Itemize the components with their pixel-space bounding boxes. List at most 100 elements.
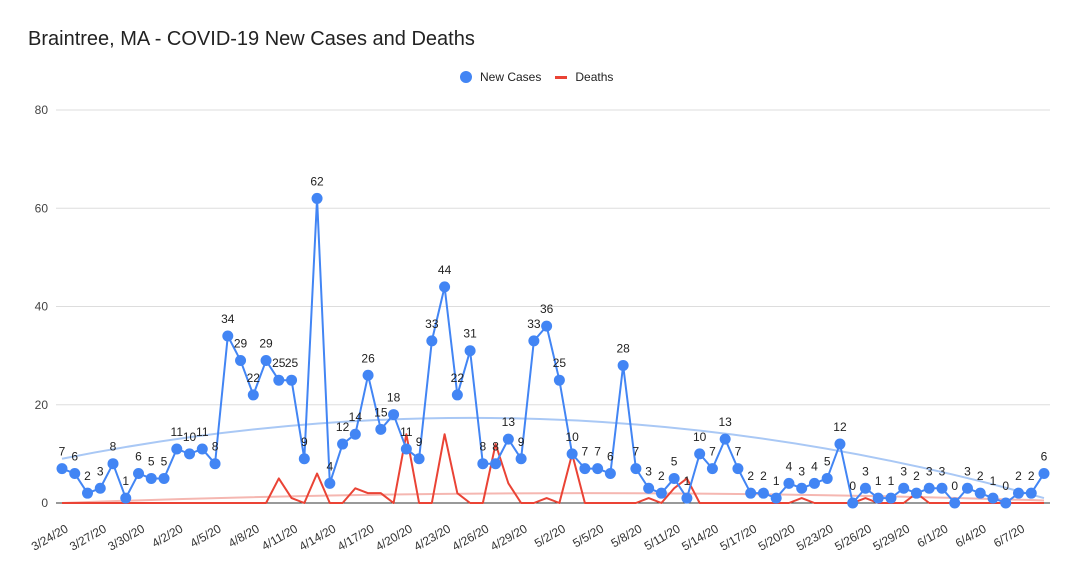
new-cases-data-label: 9	[416, 435, 423, 449]
y-tick-label: 40	[35, 300, 49, 314]
new-cases-data-label: 10	[565, 430, 579, 444]
new-cases-data-label: 10	[693, 430, 707, 444]
new-cases-point	[630, 463, 642, 475]
new-cases-data-label: 5	[671, 454, 678, 468]
trendline-deaths	[61, 492, 1045, 504]
new-cases-data-label: 4	[326, 459, 333, 473]
new-cases-data-label: 3	[964, 464, 971, 478]
new-cases-point	[1038, 468, 1050, 480]
new-cases-point	[910, 487, 922, 499]
new-cases-data-label: 29	[234, 337, 248, 351]
new-cases-data-label: 3	[862, 464, 869, 478]
new-cases-point	[158, 472, 170, 484]
new-cases-data-label: 18	[387, 391, 401, 405]
new-cases-point	[184, 448, 196, 460]
new-cases-data-label: 3	[900, 464, 907, 478]
legend-item-new-cases[interactable]: New Cases	[460, 70, 541, 84]
new-cases-point	[974, 487, 986, 499]
new-cases-data-label: 1	[773, 474, 780, 488]
new-cases-data-label: 9	[301, 435, 308, 449]
x-tick-label: 5/20/20	[756, 521, 798, 553]
x-tick-label: 5/5/20	[570, 521, 606, 550]
new-cases-data-label: 6	[1041, 450, 1048, 464]
x-tick-label: 5/23/20	[794, 521, 836, 553]
new-cases-point	[171, 443, 183, 455]
x-tick-label: 6/4/20	[953, 521, 989, 550]
new-cases-point	[273, 374, 285, 386]
new-cases-point	[286, 374, 298, 386]
x-tick-label: 6/1/20	[915, 521, 951, 550]
new-cases-point	[375, 423, 387, 435]
deaths-line-icon	[555, 75, 568, 79]
new-cases-point	[745, 487, 757, 499]
new-cases-point	[643, 482, 655, 494]
new-cases-point	[681, 492, 693, 504]
new-cases-point	[196, 443, 208, 455]
new-cases-point	[337, 438, 349, 450]
x-tick-label: 4/5/20	[188, 521, 224, 550]
new-cases-data-label: 2	[747, 469, 754, 483]
x-tick-label: 4/2/20	[149, 521, 185, 550]
new-cases-data-label: 0	[1002, 479, 1009, 493]
new-cases-point	[311, 192, 323, 204]
new-cases-point	[426, 335, 438, 347]
new-cases-data-label: 36	[540, 302, 554, 316]
new-cases-data-label: 33	[425, 317, 439, 331]
legend-label-deaths: Deaths	[575, 70, 614, 84]
new-cases-point	[987, 492, 999, 504]
new-cases-data-label: 1	[990, 474, 997, 488]
new-cases-point	[324, 477, 336, 489]
new-cases-point	[783, 477, 795, 489]
x-tick-label: 4/14/20	[297, 521, 339, 553]
legend-item-deaths[interactable]: Deaths	[555, 70, 613, 84]
new-cases-point	[451, 389, 463, 401]
new-cases-point	[604, 468, 616, 480]
new-cases-data-label: 2	[760, 469, 767, 483]
x-tick-label: 5/14/20	[679, 521, 721, 553]
x-tick-label: 5/17/20	[717, 521, 759, 553]
new-cases-point	[439, 281, 451, 293]
x-tick-label: 4/29/20	[488, 521, 530, 553]
new-cases-data-label: 1	[888, 474, 895, 488]
new-cases-data-label: 2	[1015, 469, 1022, 483]
x-tick-label: 4/23/20	[411, 521, 453, 553]
new-cases-data-label: 13	[502, 415, 516, 429]
new-cases-data-label: 8	[110, 440, 117, 454]
new-cases-data-label: 13	[718, 415, 732, 429]
new-cases-point	[94, 482, 106, 494]
new-cases-point	[133, 468, 145, 480]
new-cases-data-label: 4	[811, 459, 818, 473]
new-cases-point	[706, 463, 718, 475]
x-tick-label: 4/17/20	[335, 521, 377, 553]
new-cases-data-label: 15	[374, 405, 388, 419]
new-cases-data-label: 2	[913, 469, 920, 483]
new-cases-data-label: 9	[518, 435, 525, 449]
x-tick-label: 4/11/20	[259, 521, 300, 553]
new-cases-point	[528, 335, 540, 347]
new-cases-data-label: 12	[833, 420, 847, 434]
new-cases-data-label: 22	[451, 371, 465, 385]
new-cases-point	[872, 492, 884, 504]
chart-title: Braintree, MA - COVID-19 New Cases and D…	[28, 28, 475, 50]
new-cases-point	[400, 443, 412, 455]
new-cases-data-label: 7	[594, 445, 601, 459]
new-cases-data-label: 34	[221, 312, 235, 326]
new-cases-point	[209, 458, 221, 470]
new-cases-point	[617, 359, 629, 371]
new-cases-point	[502, 433, 514, 445]
new-cases-point	[936, 482, 948, 494]
new-cases-point	[961, 482, 973, 494]
new-cases-data-label: 11	[196, 425, 209, 439]
new-cases-data-label: 2	[977, 469, 984, 483]
new-cases-data-label: 8	[480, 440, 487, 454]
x-tick-label: 5/8/20	[608, 521, 644, 550]
new-cases-data-label: 8	[212, 440, 219, 454]
new-cases-data-label: 26	[361, 351, 375, 365]
new-cases-data-label: 5	[824, 454, 831, 468]
new-cases-point	[235, 355, 247, 367]
new-cases-point	[821, 472, 833, 484]
new-cases-point	[808, 477, 820, 489]
new-cases-point	[515, 453, 527, 465]
new-cases-point	[362, 369, 374, 381]
y-tick-label: 60	[35, 201, 49, 215]
